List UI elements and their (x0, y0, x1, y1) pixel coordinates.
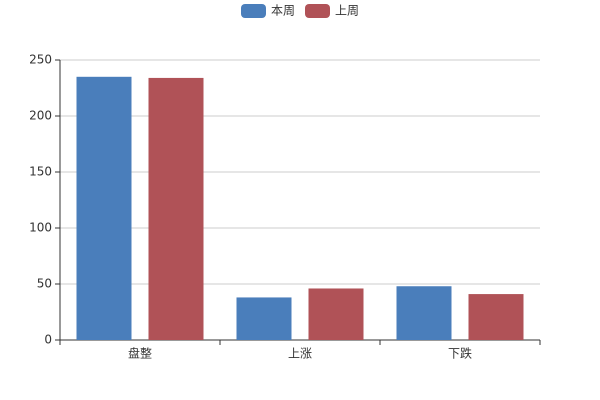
x-tick-label: 盘整 (128, 346, 152, 361)
x-tick-label: 下跌 (448, 346, 472, 361)
bar (76, 76, 132, 341)
legend-swatch (305, 4, 330, 18)
y-tick-label: 150 (29, 165, 52, 179)
bar (148, 77, 204, 341)
legend-swatch (241, 4, 266, 18)
y-tick-label: 200 (29, 109, 52, 123)
legend-label: 上周 (335, 4, 359, 18)
bar (468, 294, 524, 340)
y-tick-label: 100 (29, 221, 52, 235)
y-tick-label: 50 (37, 277, 52, 291)
bar (396, 286, 452, 340)
bar (308, 288, 364, 340)
y-tick-label: 0 (44, 333, 52, 347)
bar (236, 297, 292, 340)
y-tick-label: 250 (29, 53, 52, 67)
x-tick-label: 上涨 (288, 346, 312, 361)
legend-label: 本周 (271, 4, 295, 18)
